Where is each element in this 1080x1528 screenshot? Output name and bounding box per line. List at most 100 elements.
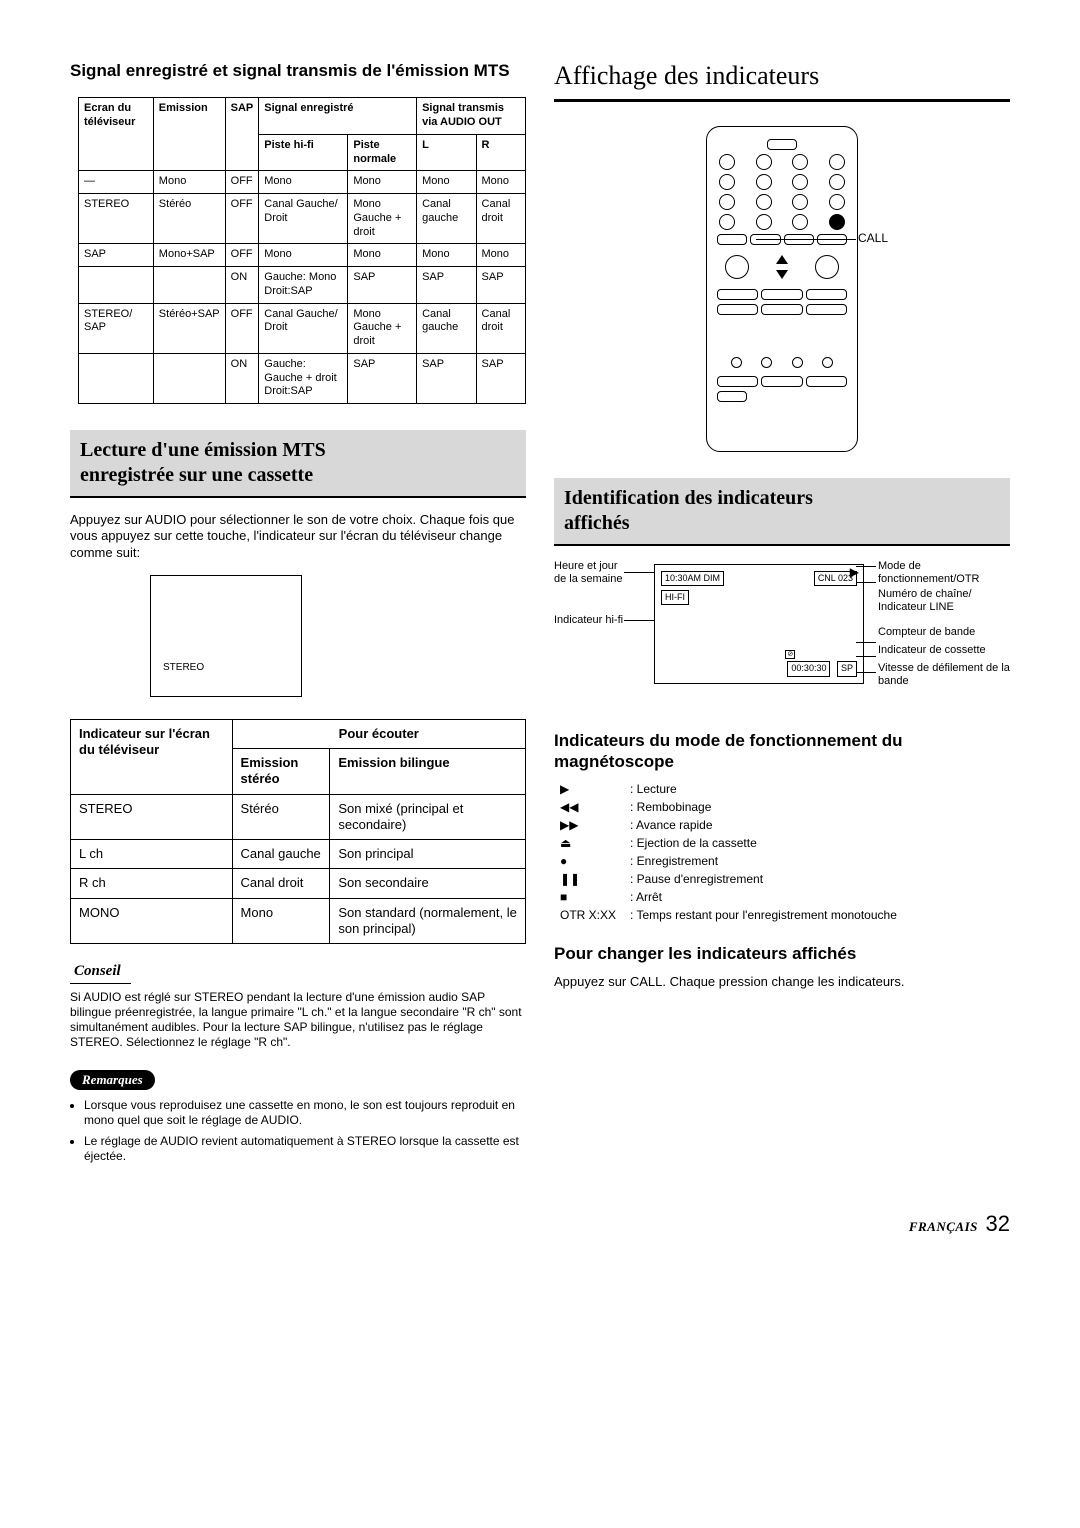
mode-label: : Temps restant pour l'enregistrement mo…: [630, 908, 897, 923]
title-affichage: Affichage des indicateurs: [554, 60, 1010, 102]
mode-icon: ●: [554, 854, 630, 869]
table-cell: Mono: [476, 171, 525, 194]
remarques-badge: Remarques: [70, 1070, 155, 1090]
th-sap: SAP: [225, 98, 259, 171]
table-cell: Mono: [476, 244, 525, 267]
lbl-heure: Heure et jour de la semaine: [554, 560, 624, 588]
mode-icon: OTR X:XX: [554, 908, 630, 923]
table-cell: Canal droit: [476, 303, 525, 353]
table-cell: MONO: [71, 898, 233, 944]
change-text: Appuyez sur CALL. Chaque pression change…: [554, 974, 1010, 990]
lbl-chaine: Numéro de chaîne/ Indicateur LINE: [878, 588, 1018, 616]
remote-wrap: CALL: [632, 126, 932, 452]
table-cell: Gauche: Gauche + droit Droit:SAP: [259, 353, 348, 403]
call-leader-line: [756, 239, 856, 240]
remarques-list: Lorsque vous reproduisez une cassette en…: [70, 1098, 526, 1164]
table-cell: SAP: [476, 267, 525, 304]
footer-lang: FRANÇAIS: [909, 1219, 978, 1234]
osd-counter: 00:30:30: [787, 661, 830, 676]
table-cell: SAP: [417, 353, 476, 403]
conseil-text: Si AUDIO est réglé sur STEREO pendant la…: [70, 990, 526, 1050]
modes-list: ▶: Lecture◀◀: Rembobinage▶▶: Avance rapi…: [554, 782, 1010, 923]
table-cell: OFF: [225, 303, 259, 353]
table-cell: Mono: [417, 244, 476, 267]
table-cell: Mono: [153, 171, 225, 194]
mode-icon: ▶: [554, 782, 630, 797]
section-identification: Identification des indicateurs affichés: [554, 478, 1010, 546]
table-cell: Stéréo: [232, 794, 330, 840]
heading-signal: Signal enregistré et signal transmis de …: [70, 60, 526, 81]
osd-time: 10:30AM DIM: [661, 571, 724, 586]
tv-stereo-label: STEREO: [163, 662, 204, 675]
left-column: Signal enregistré et signal transmis de …: [70, 60, 526, 1170]
lbl-vitesse: Vitesse de défilement de la bande: [878, 662, 1018, 690]
table-cell: L ch: [71, 840, 233, 869]
tip-conseil: Conseil: [70, 962, 131, 984]
table-cell: STEREO: [71, 794, 233, 840]
table-cell: [153, 267, 225, 304]
footer: FRANÇAIS 32: [70, 1210, 1010, 1238]
table-cell: OFF: [225, 194, 259, 244]
table-cell: OFF: [225, 171, 259, 194]
table-mts-signals: Ecran du téléviseur Emission SAP Signal …: [78, 97, 526, 404]
table-cell: Son mixé (principal et secondaire): [330, 794, 526, 840]
th-hifi: Piste hi-fi: [259, 134, 348, 171]
table-cell: Mono Gauche + droit: [348, 194, 417, 244]
heading-change: Pour changer les indicateurs affichés: [554, 943, 1010, 964]
t2-h-eb: Emission bilingue: [330, 749, 526, 795]
th-sig-t: Signal transmis via AUDIO OUT: [417, 98, 526, 135]
table-cell: Mono: [232, 898, 330, 944]
para-audio: Appuyez sur AUDIO pour sélectionner le s…: [70, 512, 526, 561]
table-cell: Mono Gauche + droit: [348, 303, 417, 353]
table-cell: STEREO: [79, 194, 154, 244]
table-cell: ON: [225, 267, 259, 304]
mode-label: : Arrêt: [630, 890, 662, 905]
page-number: 32: [986, 1211, 1010, 1236]
table-cell: SAP: [417, 267, 476, 304]
mode-label: : Pause d'enregistrement: [630, 872, 763, 887]
call-label: CALL: [858, 231, 888, 246]
mode-label: : Rembobinage: [630, 800, 711, 815]
heading-modes: Indicateurs du mode de fonctionnement du…: [554, 730, 1010, 773]
mode-icon: ❚❚: [554, 872, 630, 887]
right-column: Affichage des indicateurs CALL Id: [554, 60, 1010, 1170]
osd-sp: SP: [837, 661, 857, 676]
th-sig-e: Signal enregistré: [259, 98, 417, 135]
table-cell: Mono: [259, 171, 348, 194]
table-cell: Mono+SAP: [153, 244, 225, 267]
table-cell: Canal droit: [476, 194, 525, 244]
tv-screen-box: STEREO: [150, 575, 302, 697]
mode-label: : Avance rapide: [630, 818, 713, 833]
mode-icon: ◀◀: [554, 800, 630, 815]
table-indicator-audio: Indicateur sur l'écran du téléviseur Pou…: [70, 719, 526, 944]
band2-line2: affichés: [564, 511, 1000, 536]
list-item: Le réglage de AUDIO revient automatiquem…: [84, 1134, 526, 1164]
band-line2: enregistrée sur une cassette: [80, 463, 516, 488]
table-cell: Mono: [348, 244, 417, 267]
table-cell: SAP: [476, 353, 525, 403]
table-cell: Stéréo+SAP: [153, 303, 225, 353]
list-item: Lorsque vous reproduisez une cassette en…: [84, 1098, 526, 1128]
osd-hifi: HI-FI: [661, 590, 689, 605]
call-button[interactable]: [829, 214, 845, 230]
osd-diagram: Heure et jour de la semaine Indicateur h…: [554, 560, 1010, 710]
table-cell: [153, 353, 225, 403]
table-cell: SAP: [348, 267, 417, 304]
th-l: L: [417, 134, 476, 171]
mode-icon: ⏏: [554, 836, 630, 851]
table-cell: Son principal: [330, 840, 526, 869]
table-cell: Canal Gauche/ Droit: [259, 303, 348, 353]
mode-label: : Ejection de la cassette: [630, 836, 757, 851]
section-lecture-mts: Lecture d'une émission MTS enregistrée s…: [70, 430, 526, 498]
table-cell: Gauche: Mono Droit:SAP: [259, 267, 348, 304]
lbl-cassette: Indicateur de cossette: [878, 644, 1018, 658]
mode-icon: ■: [554, 890, 630, 905]
table-cell: ON: [225, 353, 259, 403]
table-cell: Canal Gauche/ Droit: [259, 194, 348, 244]
table-cell: Mono: [417, 171, 476, 194]
table-cell: STEREO/ SAP: [79, 303, 154, 353]
table-cell: —: [79, 171, 154, 194]
t2-h-pour: Pour écouter: [232, 719, 525, 748]
table-cell: [79, 353, 154, 403]
band-line1: Lecture d'une émission MTS: [80, 438, 516, 463]
